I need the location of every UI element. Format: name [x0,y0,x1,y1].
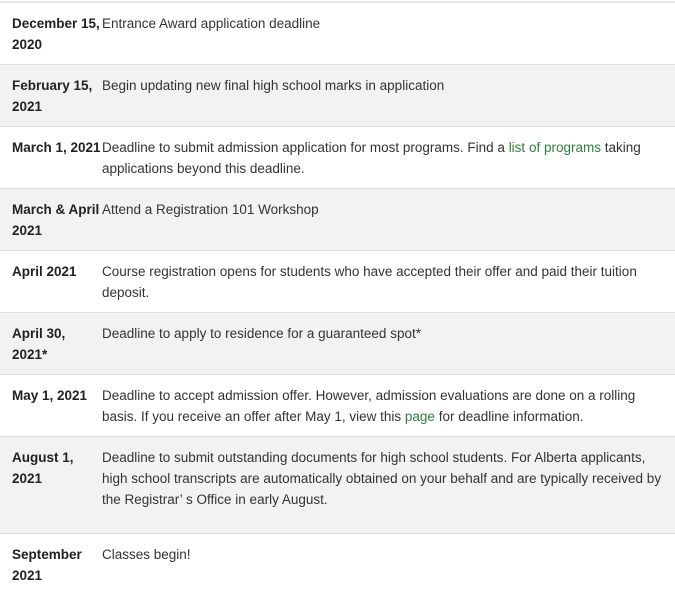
date-cell: February 15, 2021 [12,78,93,114]
date-cell: April 2021 [12,264,77,279]
date-cell: May 1, 2021 [12,388,88,403]
description-cell: Entrance Award application deadline [102,16,321,31]
description-cell: Classes begin! [102,547,191,562]
date-cell: August 1, 2021 [12,450,74,486]
description-text: Deadline to accept admission offer. Howe… [102,388,636,424]
description-cell: Deadline to apply to residence for a gua… [102,326,421,341]
description-cell: Deadline to submit admission application… [102,137,662,188]
table-row: February 15, 2021 Begin updating new fin… [0,65,675,127]
date-cell: September 2021 [12,547,82,583]
table-row: March 1, 2021 Deadline to submit admissi… [0,127,675,189]
date-cell: March & April 2021 [12,202,100,238]
date-cell: December 15, 2020 [12,16,100,52]
table-row: April 30, 2021* Deadline to apply to res… [0,313,675,375]
description-text: taking applications beyond this deadline… [102,140,641,176]
list-of-programs-link[interactable]: list of programs [508,140,601,155]
table-row: August 1, 2021 Deadline to submit outsta… [0,437,675,534]
description-cell: Course registration opens for students w… [102,264,637,300]
table-row: May 1, 2021 Deadline to accept admission… [0,375,675,437]
description-text: for deadline information. [434,409,584,424]
table-row: March & April 2021 Attend a Registration… [0,189,675,251]
description-cell: Deadline to submit outstanding documents… [102,450,662,507]
date-cell: April 30, 2021* [12,326,66,362]
description-cell: Attend a Registration 101 Workshop [102,202,319,217]
table-row: April 2021 Course registration opens for… [0,251,675,313]
description-text: Deadline to submit admission application… [102,140,509,155]
table-row: December 15, 2020 Entrance Award applica… [0,3,675,65]
description-cell: Begin updating new final high school mar… [102,78,445,93]
description-cell: Deadline to accept admission offer. Howe… [102,385,662,436]
date-cell: March 1, 2021 [12,140,101,155]
page-link[interactable]: page [404,409,435,424]
table-row: September 2021 Classes begin! [0,534,675,594]
